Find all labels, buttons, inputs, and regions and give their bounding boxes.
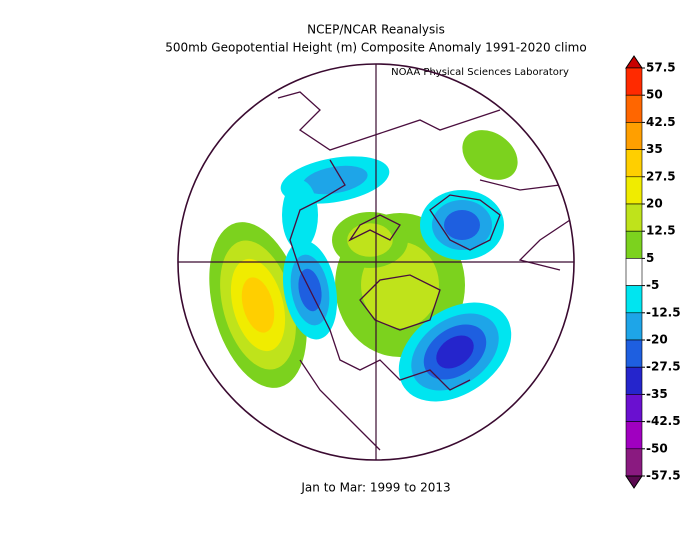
colorbar-label: 20 <box>646 197 663 211</box>
colorbar-box <box>625 176 643 205</box>
anomaly-contour <box>462 130 518 180</box>
colorbar-box <box>625 203 643 232</box>
colorbar-label: 5 <box>646 251 654 265</box>
colorbar-label: -5 <box>646 278 659 292</box>
colorbar-box <box>625 394 643 422</box>
coastline <box>429 194 501 251</box>
anomaly-contour <box>436 335 474 369</box>
anomaly-contour <box>347 223 393 257</box>
colorbar-box <box>625 230 643 259</box>
colorbar-label: -35 <box>646 387 668 401</box>
colorbar-box <box>625 421 643 450</box>
colorbar-box <box>625 448 643 477</box>
colorbar-box <box>625 285 643 314</box>
colorbar-box <box>625 366 643 395</box>
colorbar-label: -20 <box>646 333 668 347</box>
anomaly-field <box>209 130 518 402</box>
colorbar-label: -42.5 <box>646 414 681 428</box>
footer: Jan to Mar: 1999 to 2013 <box>300 481 450 495</box>
coastline <box>277 91 501 151</box>
anomaly-contour <box>444 210 480 240</box>
colorbar-label: 12.5 <box>646 224 676 238</box>
colorbar-box <box>625 122 643 150</box>
anomaly-contour <box>282 180 318 250</box>
colorbar-box <box>625 258 643 286</box>
colorbar-label: 35 <box>646 142 663 156</box>
coastline <box>289 159 471 391</box>
colorbar-label: -12.5 <box>646 305 681 319</box>
anomaly-contour <box>302 165 368 195</box>
coastline <box>359 274 441 331</box>
colorbar-box <box>625 149 643 178</box>
credit: NOAA Physical Sciences Laboratory <box>391 67 569 78</box>
colorbar-label: 50 <box>646 88 663 102</box>
colorbar-box <box>625 94 643 123</box>
coastline <box>348 214 401 242</box>
colorbar-box <box>625 312 643 341</box>
colorbar: 57.5 50 42.5 35 27.5 20 12.5 5 -5 -12.5 -20 -27.5 -3… <box>625 55 681 489</box>
coastline <box>299 359 381 451</box>
title: NCEP/NCAR Reanalysis <box>307 23 445 37</box>
colorbar-label: -27.5 <box>646 360 681 374</box>
colorbar-arrow <box>625 475 643 489</box>
coastlines <box>277 91 571 451</box>
colorbar-arrow <box>625 55 643 69</box>
subtitle: 500mb Geopotential Height (m) Composite … <box>165 41 586 55</box>
anomaly-contour <box>241 277 275 333</box>
colorbar-box <box>625 339 643 368</box>
colorbar-label: -57.5 <box>646 469 681 483</box>
colorbar-label: 27.5 <box>646 169 676 183</box>
colorbar-label: 42.5 <box>646 115 676 129</box>
colorbar-label: 57.5 <box>646 61 676 75</box>
colorbar-box <box>625 67 643 96</box>
colorbar-label: -50 <box>646 441 668 455</box>
